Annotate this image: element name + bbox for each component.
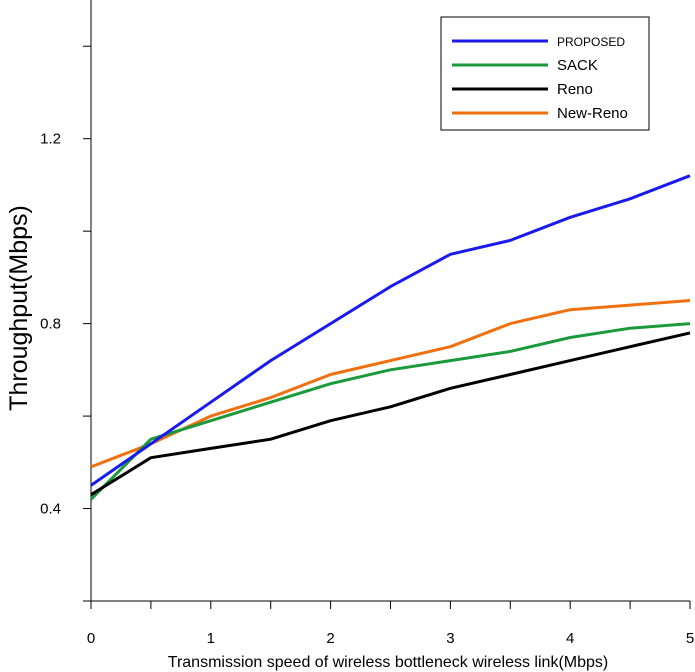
x-tick-label: 3 — [446, 630, 454, 647]
legend-box — [440, 16, 650, 131]
x-axis-label: Transmission speed of wireless bottlenec… — [168, 654, 608, 671]
series-line-sack — [89, 322, 691, 501]
y-tick-label: 1.2 — [40, 131, 61, 148]
x-tick-label: 2 — [326, 630, 334, 647]
y-axis-label: Throughput(Mbps) — [5, 205, 33, 411]
legend-label: Reno — [557, 81, 593, 98]
legend-label: SACK — [557, 57, 598, 74]
legend-label: PROPOSED — [557, 35, 625, 49]
series-lines — [89, 174, 691, 501]
series-line-proposed — [90, 174, 691, 487]
legend-label: New-Reno — [557, 105, 628, 122]
y-tick-label: 0.4 — [40, 501, 61, 518]
x-tick-label: 4 — [566, 630, 574, 647]
x-tick-label: 5 — [686, 630, 694, 647]
chart-axes: 0 1 2 3 4 5 0.4 0.8 1.2 — [40, 0, 694, 647]
series-line-new-reno — [90, 299, 691, 469]
series-line-reno — [90, 331, 691, 496]
legend: PROPOSED SACK Reno New-Reno — [440, 16, 650, 131]
y-tick-label: 0.8 — [40, 316, 61, 333]
x-tick-label: 0 — [87, 630, 95, 647]
x-tick-label: 1 — [207, 630, 215, 647]
